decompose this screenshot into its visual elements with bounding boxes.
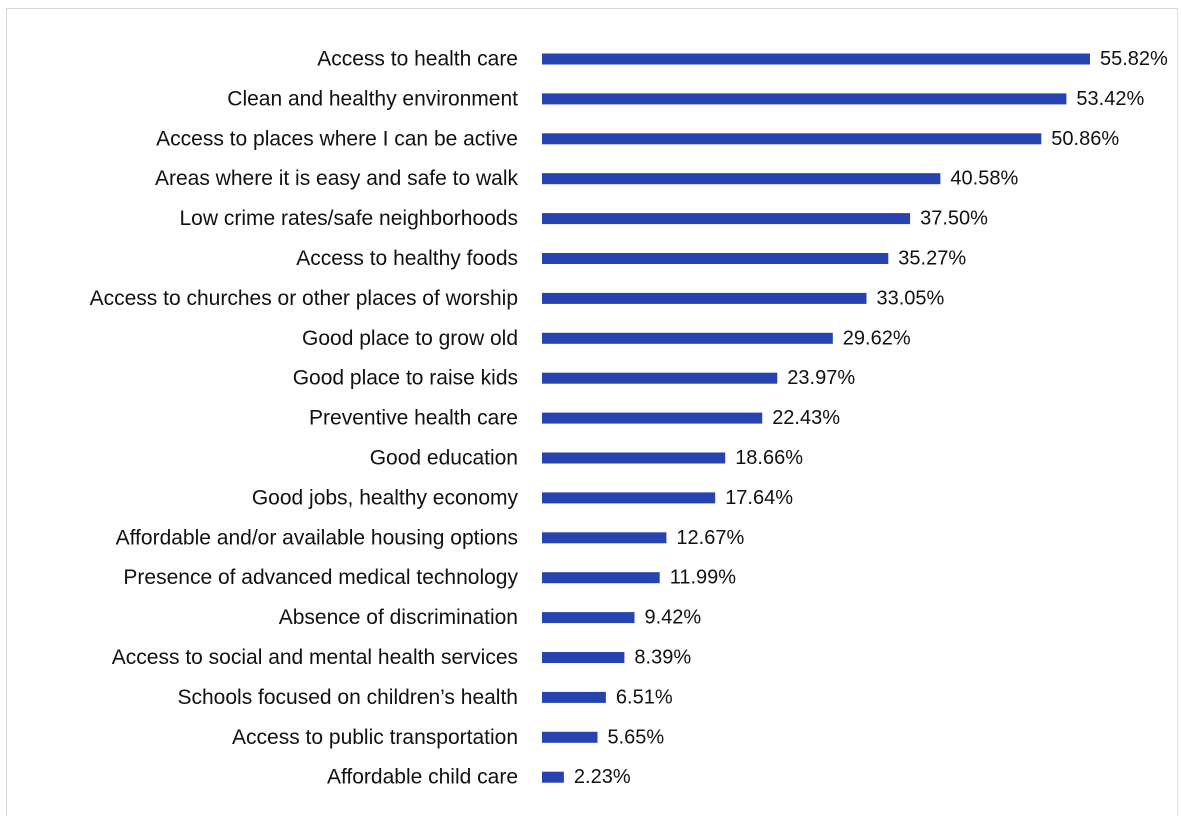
bar: [542, 372, 778, 384]
value-label: 37.50%: [920, 208, 988, 230]
bar: [542, 452, 726, 464]
value-label: 6.51%: [616, 686, 673, 708]
value-label: 18.66%: [735, 447, 803, 469]
category-label: Affordable child care: [327, 766, 518, 789]
category-label: Good jobs, healthy economy: [252, 486, 519, 509]
bar: [542, 253, 889, 264]
value-label: 23.97%: [787, 367, 855, 389]
bar: [542, 93, 1067, 105]
category-label: Clean and healthy environment: [227, 87, 518, 110]
category-label: Access to churches or other places of wo…: [90, 287, 518, 310]
category-label: Good place to grow old: [302, 327, 518, 350]
value-label: 11.99%: [670, 567, 737, 589]
bar: [542, 652, 625, 663]
value-label: 33.05%: [877, 287, 945, 309]
bar: [542, 332, 833, 344]
value-label: 53.42%: [1076, 88, 1144, 110]
value-labels-group: 55.82% 53.42% 50.86% 40.58% 37.50% 35.27% 33.0…: [574, 48, 1168, 788]
bar: [542, 133, 1042, 145]
bar: [542, 731, 598, 743]
bar: [542, 612, 635, 624]
bar: [542, 213, 911, 225]
value-label: 8.39%: [634, 647, 691, 669]
bar: [542, 532, 667, 544]
bar: [542, 173, 941, 185]
category-label: Access to health care: [317, 48, 518, 71]
bar: [542, 572, 660, 584]
category-label: Good education: [370, 447, 518, 470]
category-label: Schools focused on children’s health: [177, 686, 518, 709]
bars-group: [542, 53, 1090, 783]
value-label: 12.67%: [676, 527, 744, 549]
category-label: Affordable and/or available housing opti…: [116, 526, 518, 549]
value-label: 40.58%: [950, 168, 1018, 190]
category-label: Preventive health care: [309, 407, 518, 430]
category-label: Access to social and mental health servi…: [112, 646, 518, 669]
bar: [542, 292, 867, 304]
value-label: 29.62%: [843, 327, 911, 349]
value-label: 9.42%: [645, 607, 702, 629]
value-label: 50.86%: [1051, 128, 1119, 150]
category-label: Good place to raise kids: [293, 367, 518, 390]
category-label: Access to public transportation: [232, 726, 518, 749]
category-labels-group: Access to health care Clean and healthy e…: [90, 48, 519, 789]
category-label: Presence of advanced medical technology: [123, 566, 518, 589]
bar: [542, 412, 763, 424]
value-label: 22.43%: [772, 407, 840, 429]
value-label: 35.27%: [898, 248, 966, 270]
value-label: 2.23%: [574, 766, 631, 788]
category-label: Access to healthy foods: [296, 247, 518, 270]
category-label: Low crime rates/safe neighborhoods: [179, 207, 518, 230]
value-label: 55.82%: [1100, 48, 1168, 70]
category-label: Absence of discrimination: [279, 606, 518, 629]
category-label: Areas where it is easy and safe to walk: [155, 167, 519, 190]
bar: [542, 53, 1090, 65]
value-label: 5.65%: [608, 726, 665, 748]
value-label: 17.64%: [725, 487, 793, 509]
category-label: Access to places where I can be active: [156, 127, 518, 150]
bar: [542, 691, 606, 703]
bar: [542, 492, 716, 504]
bar: [542, 771, 564, 783]
